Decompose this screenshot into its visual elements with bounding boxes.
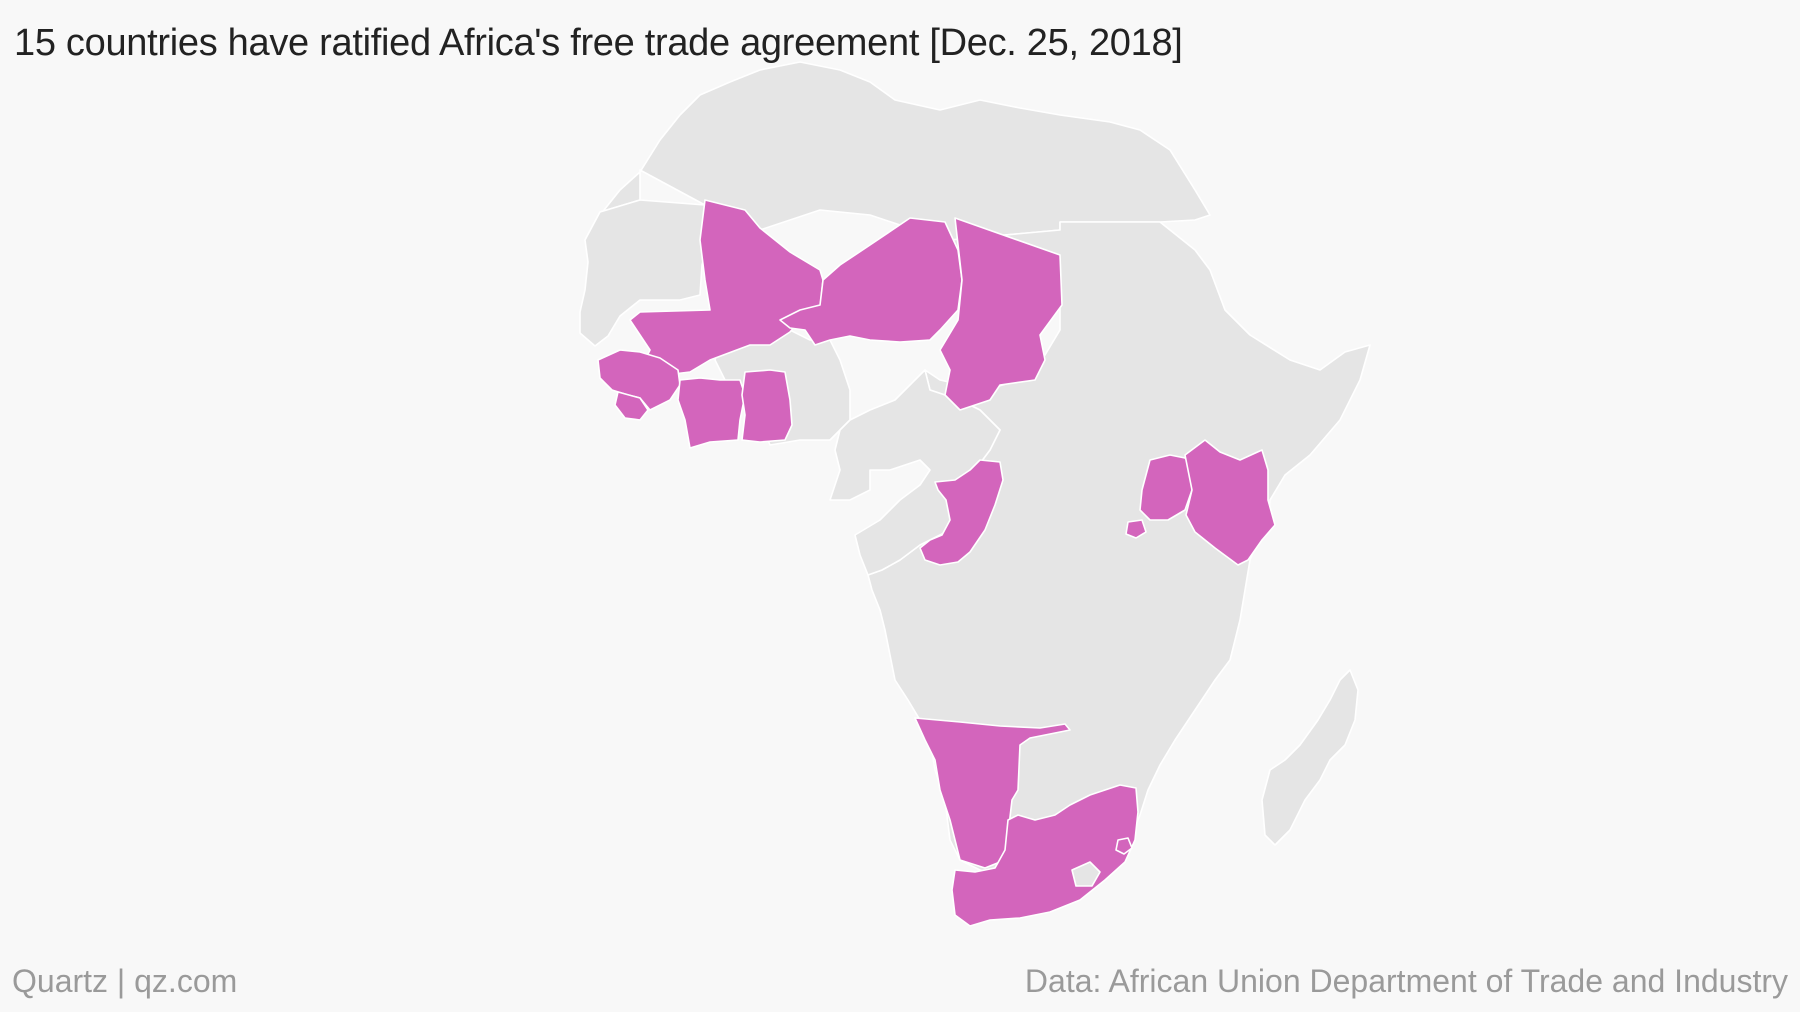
country-lesotho: [1071, 861, 1101, 887]
region-west-sahara: [579, 199, 711, 347]
country-eswatini: [1115, 837, 1133, 855]
country-south-africa: [951, 784, 1139, 927]
region-madagascar: [1261, 669, 1359, 846]
country-ghana: [741, 369, 793, 443]
country-sierra-leone: [614, 391, 649, 421]
country-congo: [919, 459, 1004, 566]
country-niger: [779, 217, 963, 346]
country-namibia: [914, 717, 1071, 869]
country-chad: [939, 217, 1063, 411]
source-brand: Quartz | qz.com: [12, 963, 238, 999]
country-mali: [629, 199, 824, 376]
data-credit: Data: African Union Department of Trade …: [1024, 963, 1788, 999]
country-guinea: [597, 349, 681, 411]
country-uganda: [1139, 454, 1196, 521]
country-kenya: [1184, 439, 1276, 566]
country-cote-divoire: [677, 377, 746, 449]
country-rwanda: [1125, 519, 1147, 539]
chart-title: 15 countries have ratified Africa's free…: [14, 22, 1183, 64]
